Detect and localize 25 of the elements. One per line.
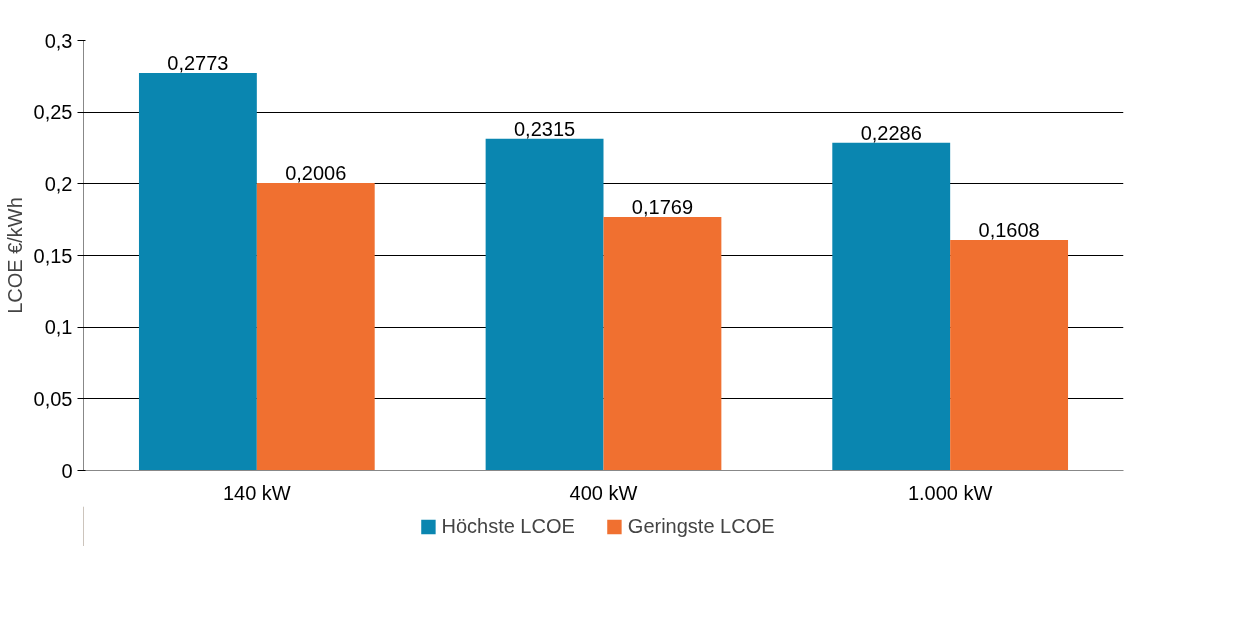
bar: [950, 240, 1069, 471]
data-label: 0,2315: [513, 117, 576, 140]
data-label: 0,2773: [167, 52, 229, 75]
x-tick-label: 400 kW: [569, 481, 638, 504]
y-tick-label: 0,1: [44, 316, 73, 339]
legend-label: Geringste LCOE: [627, 514, 775, 538]
y-tick-label: 0,05: [33, 387, 73, 410]
bar: [138, 73, 257, 471]
bar: [832, 142, 951, 471]
y-tick-label: 0,15: [33, 244, 73, 267]
y-tick-label: 0: [61, 459, 73, 482]
data-label: 0,1608: [978, 219, 1040, 242]
bar: [603, 216, 722, 471]
x-tick-label: 140 kW: [222, 481, 291, 504]
data-label: 0,1769: [631, 195, 694, 218]
bar: [485, 138, 604, 471]
bar: [256, 182, 375, 471]
legend-label: Höchste LCOE: [441, 514, 575, 538]
data-label: 0,2286: [860, 121, 922, 144]
data-label: 0,2006: [285, 161, 347, 184]
x-tick-label: 1.000 kW: [907, 481, 993, 504]
y-tick-label: 0,25: [33, 101, 73, 124]
y-axis-title: LCOE €/kWh: [3, 197, 26, 314]
y-tick-label: 0,3: [44, 29, 73, 52]
y-tick-label: 0,2: [44, 172, 73, 195]
